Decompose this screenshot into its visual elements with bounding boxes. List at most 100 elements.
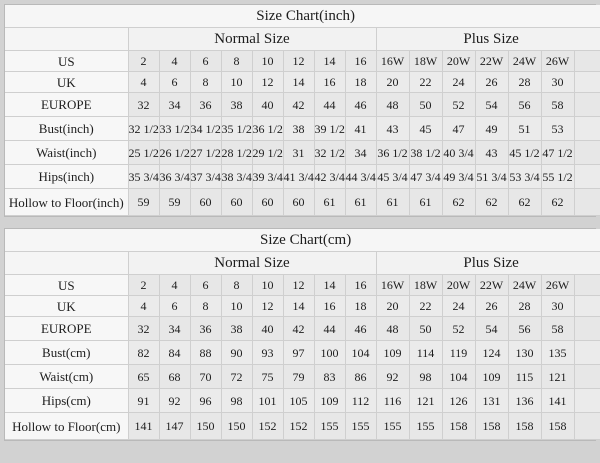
cell-filler [573,316,600,341]
cell: 62 [540,188,575,216]
cell: 41 3/4 [282,164,315,189]
cell: 18 [344,71,377,93]
cell: 4 [127,295,160,317]
row-label-hollow-to-floor: Hollow to Floor(cm) [5,412,129,440]
size-chart-inch-block: Size Chart(inch) Normal Size Plus Size U… [4,4,600,217]
row-label-europe: EUROPE [5,92,129,117]
cell: 26W [540,50,575,72]
cell: 51 3/4 [474,164,509,189]
cell: 135 [540,340,575,365]
cell: 12 [282,274,315,296]
cell: 40 [251,92,284,117]
cell: 121 [408,388,443,413]
cell: 65 [127,364,160,389]
cell: 4 [158,274,191,296]
cell: 32 [127,92,160,117]
cell: 109 [375,340,410,365]
group-corner-cell [5,251,129,275]
cell: 109 [313,388,346,413]
cell: 26 1/2 [158,140,191,165]
cell: 30 [540,295,575,317]
group-header-row: Normal Size Plus Size [5,27,600,51]
cell: 101 [251,388,284,413]
cell: 49 [474,116,509,141]
group-header-row: Normal Size Plus Size [5,251,600,275]
cell: 79 [282,364,315,389]
cell-filler [573,364,600,389]
cell: 4 [127,71,160,93]
row-label-waist: Waist(inch) [5,140,129,165]
cell: 44 [313,316,346,341]
table-row: Hollow to Floor(cm) 141 147 150 150 152 … [5,412,600,440]
cell: 50 [408,316,443,341]
cell: 46 [344,92,377,117]
cell: 88 [189,340,222,365]
cell: 8 [220,50,253,72]
cell: 40 [251,316,284,341]
group-corner-cell [5,27,129,51]
cell: 6 [189,50,222,72]
cell: 44 3/4 [344,164,377,189]
group-header-normal-size: Normal Size [127,251,377,275]
cell: 33 1/2 [158,116,191,141]
cell: 38 [220,92,253,117]
cell-filler [573,412,600,440]
cell: 47 [441,116,476,141]
cell: 59 [158,188,191,216]
cell: 22W [474,274,509,296]
cell: 62 [441,188,476,216]
cell: 124 [474,340,509,365]
cell: 55 1/2 [540,164,575,189]
cell: 61 [344,188,377,216]
cell: 14 [313,274,346,296]
cell: 49 3/4 [441,164,476,189]
cell: 6 [158,295,191,317]
cell: 18W [408,50,443,72]
cell: 10 [220,71,253,93]
cell: 8 [189,295,222,317]
cell: 147 [158,412,191,440]
cell: 10 [220,295,253,317]
cell: 93 [251,340,284,365]
cell: 36 3/4 [158,164,191,189]
cell: 46 [344,316,377,341]
cell: 39 3/4 [251,164,284,189]
cell: 109 [474,364,509,389]
cell: 116 [375,388,410,413]
cell: 20W [441,274,476,296]
cell: 38 3/4 [220,164,253,189]
cell: 155 [313,412,346,440]
cell: 43 [474,140,509,165]
table-row: Waist(cm) 65 68 70 72 75 79 83 86 92 98 … [5,364,600,389]
cell-filler [573,388,600,413]
cell: 136 [507,388,542,413]
group-header-normal-size: Normal Size [127,27,377,51]
cell: 100 [313,340,346,365]
cell-filler [573,164,600,189]
cell: 32 1/2 [313,140,346,165]
cell: 16W [375,274,410,296]
cell: 31 [282,140,315,165]
cell: 91 [127,388,160,413]
cell: 126 [441,388,476,413]
cell: 32 [127,316,160,341]
row-label-bust: Bust(inch) [5,116,129,141]
table-row: EUROPE 32 34 36 38 40 42 44 46 48 50 52 … [5,316,600,341]
cell: 58 [540,92,575,117]
cell: 34 [158,316,191,341]
cell: 16 [313,295,346,317]
cell: 39 1/2 [313,116,346,141]
cell: 130 [507,340,542,365]
cell: 40 3/4 [441,140,476,165]
cell: 155 [375,412,410,440]
cell: 26W [540,274,575,296]
cell-filler [573,50,600,72]
cell: 35 3/4 [127,164,160,189]
cell: 53 [540,116,575,141]
cell: 24 [441,71,476,93]
group-header-plus-size: Plus Size [375,251,600,275]
cell: 26 [474,71,509,93]
cell-filler [573,92,600,117]
row-label-us: US [5,274,129,296]
